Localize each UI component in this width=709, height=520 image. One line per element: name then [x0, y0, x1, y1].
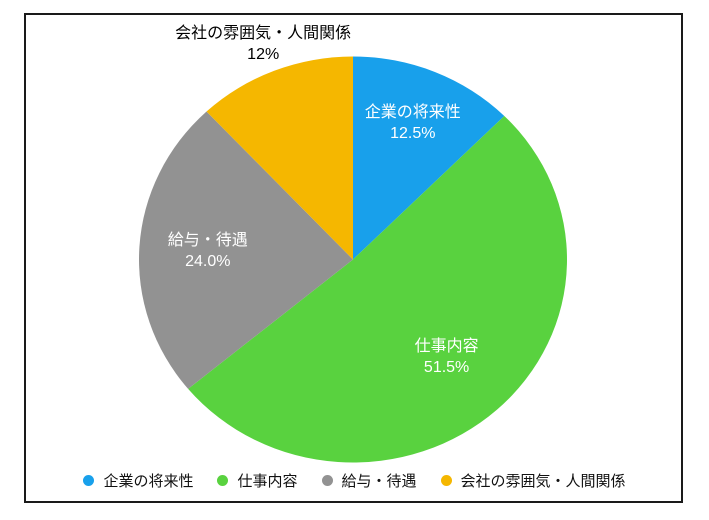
legend-dot-icon: [321, 475, 333, 486]
legend-item-job-content: 仕事内容: [217, 470, 298, 491]
pie-slice-salary-benefits: [139, 111, 353, 389]
legend-label: 給与・待遇: [341, 473, 417, 490]
legend-item-salary-benefits: 給与・待遇: [321, 470, 417, 491]
legend-dot-icon: [217, 475, 229, 486]
pie-slice-job-content: [188, 115, 567, 463]
legend-item-atmosphere-relations: 会社の雰囲気・人間関係: [440, 470, 626, 491]
chart-legend: 企業の将来性 仕事内容 給与・待遇 会社の雰囲気・人間関係: [26, 470, 683, 491]
legend-dot-icon: [440, 475, 452, 486]
legend-label: 企業の将来性: [103, 473, 194, 490]
pie-slice-atmosphere-relations: [206, 56, 353, 260]
pie-slice-company-future: [353, 56, 505, 260]
legend-item-company-future: 企業の将来性: [83, 470, 193, 491]
legend-label: 会社の雰囲気・人間関係: [460, 473, 626, 490]
legend-dot-icon: [83, 475, 95, 486]
legend-label: 仕事内容: [237, 473, 298, 490]
